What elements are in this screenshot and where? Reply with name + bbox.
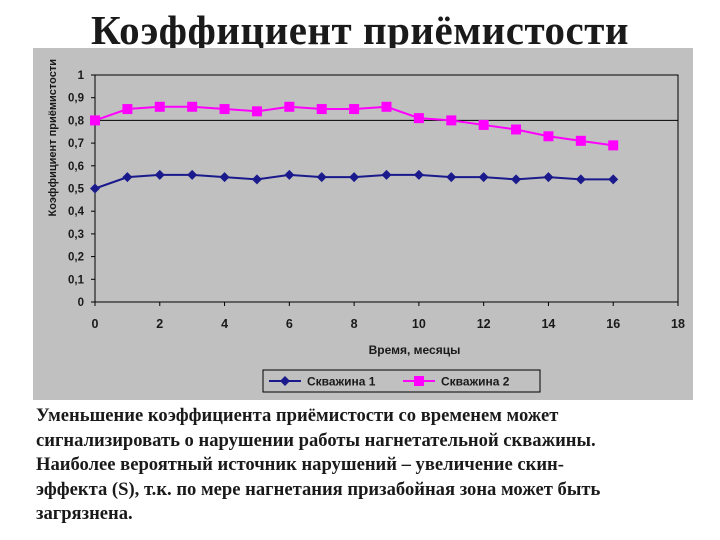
data-point — [446, 172, 457, 183]
y-tick-label: 0,1 — [68, 274, 85, 286]
data-point — [316, 172, 327, 183]
data-point — [187, 101, 198, 112]
y-tick-label: 0,2 — [68, 252, 84, 264]
data-point — [575, 135, 586, 146]
y-tick-label: 0,3 — [68, 229, 84, 241]
x-tick-label: 2 — [156, 317, 163, 331]
y-axis-label: Коэффициент приёмистости — [47, 59, 59, 216]
x-tick-label: 6 — [286, 317, 293, 331]
y-tick-label: 0 — [78, 297, 84, 309]
line-chart: 00,10,20,30,40,50,60,70,80,910 2 4 6 8 10 12 14… — [33, 48, 693, 400]
chart: 0 0,1 0,2 0,3 0,4 0,5 0,6 0,7 0,8 0,9 1 0 2 4 6 8 10 12 14… — [33, 48, 693, 400]
x-tick-label: 10 — [412, 317, 426, 331]
data-point — [284, 169, 295, 180]
data-point — [381, 169, 392, 180]
legend-entry-label: Скважина 2 — [441, 375, 510, 389]
data-point — [316, 104, 327, 115]
x-tick-label: 18 — [671, 317, 685, 331]
data-point — [511, 124, 522, 135]
data-point — [511, 174, 522, 185]
y-tick-label: 0,5 — [68, 184, 85, 196]
y-tick-label: 0,9 — [68, 93, 84, 105]
data-point — [187, 169, 198, 180]
data-point — [478, 119, 489, 130]
data-point — [349, 104, 360, 115]
data-point — [478, 172, 489, 183]
caption-line: эффекта (S), т.к. по мере нагнетания при… — [36, 478, 601, 500]
x-tick-label: 4 — [221, 317, 228, 331]
x-tick-label: 12 — [477, 317, 491, 331]
data-point — [413, 169, 424, 180]
legend-swatch-marker — [280, 376, 290, 386]
data-point — [122, 172, 133, 183]
y-tick-label: 0,8 — [68, 115, 85, 127]
caption-line: Наиболее вероятный источник нарушений – … — [36, 454, 564, 476]
x-tick-label: 0 — [92, 317, 99, 331]
caption-text: Уменьшение коэффициента приёмистости со … — [36, 404, 716, 527]
caption-line: сигнализировать о нарушении работы нагне… — [36, 429, 596, 451]
data-point — [122, 104, 133, 115]
x-axis-label: Время, месяцы — [369, 343, 461, 357]
legend-box — [262, 369, 541, 393]
data-point — [575, 174, 586, 185]
data-point — [219, 104, 230, 115]
data-point — [219, 172, 230, 183]
y-tick-label: 0,7 — [68, 138, 84, 150]
data-point — [251, 174, 262, 185]
y-tick-label: 0,6 — [68, 161, 84, 173]
x-tick-label: 16 — [606, 317, 620, 331]
data-point — [608, 140, 619, 151]
legend-swatch-marker — [414, 376, 424, 386]
y-tick-label: 0,4 — [68, 206, 85, 218]
slide-title: Коэффициент приёмистости — [90, 7, 630, 53]
legend-entry-label: Скважина 1 — [307, 375, 376, 389]
data-point — [543, 131, 554, 142]
caption-line: Уменьшение коэффициента приёмистости со … — [36, 405, 559, 426]
data-point — [284, 101, 295, 112]
data-point — [90, 115, 100, 126]
data-point — [413, 113, 424, 124]
data-point — [349, 172, 360, 183]
data-point — [90, 183, 100, 194]
data-point — [446, 115, 457, 126]
data-point — [608, 174, 619, 185]
y-tick-label: 1 — [78, 70, 85, 82]
chart-background — [33, 48, 693, 400]
data-point — [543, 172, 554, 183]
data-point — [154, 169, 165, 180]
data-point — [381, 101, 392, 112]
data-point — [251, 106, 262, 117]
x-tick-label: 14 — [541, 317, 555, 331]
x-tick-label: 8 — [351, 317, 358, 331]
caption-line: загрязнена. — [36, 503, 133, 525]
data-point — [154, 101, 165, 112]
